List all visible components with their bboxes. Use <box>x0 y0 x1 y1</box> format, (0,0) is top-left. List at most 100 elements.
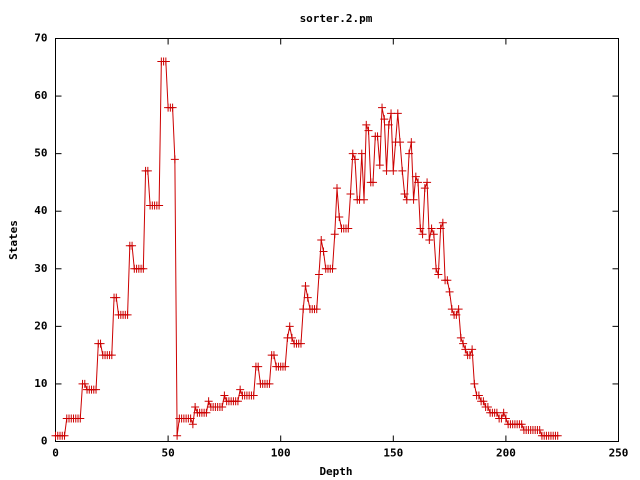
point-marker <box>330 230 339 239</box>
point-marker <box>389 166 398 175</box>
point-marker <box>380 115 389 124</box>
point-marker <box>123 310 132 319</box>
point-marker <box>483 402 492 411</box>
point-marker <box>112 293 121 302</box>
y-tick-label: 60 <box>34 89 47 102</box>
point-marker <box>553 431 562 440</box>
point-marker <box>479 397 488 406</box>
point-marker <box>378 103 387 112</box>
point-marker <box>220 391 229 400</box>
point-marker <box>202 408 211 417</box>
x-tick-label: 50 <box>161 447 174 460</box>
point-marker <box>409 195 418 204</box>
y-tick-label: 30 <box>34 262 47 275</box>
point-marker <box>161 57 170 66</box>
point-marker <box>373 132 382 141</box>
point-marker <box>186 414 195 423</box>
point-marker <box>76 414 85 423</box>
point-marker <box>459 339 468 348</box>
y-tick-label: 70 <box>34 32 47 45</box>
point-marker <box>218 402 227 411</box>
point-marker <box>456 333 465 342</box>
point-marker <box>314 270 323 279</box>
x-tick-label: 200 <box>496 447 516 460</box>
point-marker <box>468 345 477 354</box>
point-marker <box>60 431 69 440</box>
point-marker <box>499 408 508 417</box>
point-marker <box>501 414 510 423</box>
point-marker <box>364 126 373 135</box>
point-marker <box>470 379 479 388</box>
point-marker <box>80 379 89 388</box>
y-tick-label: 50 <box>34 147 47 160</box>
point-marker <box>139 264 148 273</box>
point-marker <box>233 397 242 406</box>
y-tick-label: 40 <box>34 204 47 217</box>
point-marker <box>445 287 454 296</box>
point-marker <box>443 276 452 285</box>
point-marker <box>285 322 294 331</box>
point-marker <box>387 109 396 118</box>
y-tick-label: 20 <box>34 319 47 332</box>
point-marker <box>188 420 197 429</box>
point-marker <box>287 333 296 342</box>
point-marker <box>393 109 402 118</box>
point-marker <box>344 224 353 233</box>
point-marker <box>328 264 337 273</box>
point-marker <box>375 161 384 170</box>
point-marker <box>317 236 326 244</box>
point-marker <box>405 149 414 158</box>
x-tick-label: 100 <box>271 447 291 460</box>
point-marker <box>143 166 152 175</box>
point-marker <box>434 270 443 279</box>
point-marker <box>168 103 177 112</box>
point-marker <box>427 224 436 233</box>
y-tick-label: 10 <box>34 377 47 390</box>
point-marker <box>384 120 393 129</box>
point-marker <box>411 172 420 181</box>
point-marker <box>301 282 310 291</box>
point-marker <box>346 189 355 198</box>
point-marker <box>191 402 200 411</box>
point-marker <box>335 212 344 221</box>
point-marker <box>382 166 391 175</box>
point-marker <box>155 201 164 210</box>
point-marker <box>107 351 116 360</box>
point-marker <box>418 230 427 239</box>
chart-title: sorter.2.pm <box>300 12 373 25</box>
point-marker <box>420 184 429 193</box>
y-axis-label: States <box>7 220 20 260</box>
point-marker <box>281 362 290 371</box>
x-axis-label: Depth <box>319 465 352 478</box>
point-marker <box>170 155 179 164</box>
point-marker <box>204 397 213 406</box>
point-marker <box>474 391 483 400</box>
point-marker <box>447 305 456 314</box>
point-marker <box>535 425 544 434</box>
x-tick-label: 250 <box>609 447 629 460</box>
point-marker <box>407 138 416 147</box>
point-marker <box>429 230 438 239</box>
point-marker <box>402 195 411 204</box>
point-marker <box>362 120 371 129</box>
point-marker <box>173 431 182 440</box>
point-marker <box>333 184 341 193</box>
point-marker <box>517 420 526 429</box>
point-marker <box>400 189 409 198</box>
x-tick-label: 0 <box>52 447 59 460</box>
point-marker <box>436 224 445 233</box>
point-marker <box>461 345 470 354</box>
point-marker <box>414 178 423 187</box>
point-marker <box>351 155 360 164</box>
point-marker <box>357 149 366 158</box>
y-tick-label: 0 <box>41 435 48 448</box>
point-marker <box>92 385 101 394</box>
point-marker <box>416 224 425 233</box>
point-marker <box>396 138 405 147</box>
x-tick-label: 150 <box>383 447 403 460</box>
point-marker <box>96 339 105 348</box>
point-marker <box>265 379 274 388</box>
point-marker <box>312 305 321 314</box>
